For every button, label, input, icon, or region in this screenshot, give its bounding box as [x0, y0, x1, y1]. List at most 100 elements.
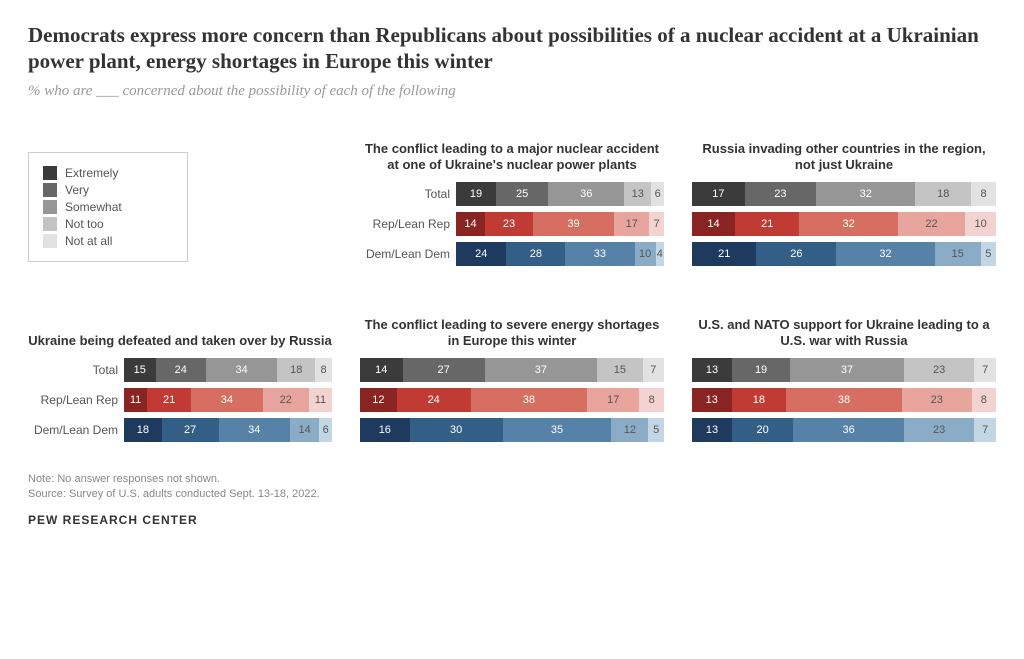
stacked-bar: 192536136 — [456, 182, 664, 206]
panel-title: U.S. and NATO support for Ukraine leadin… — [692, 300, 996, 350]
stacked-bar: 142339177 — [456, 212, 664, 236]
bar-segment: 15 — [935, 242, 981, 266]
bar-segment: 37 — [485, 358, 597, 382]
bar-segment: 32 — [836, 242, 934, 266]
stacked-bar: 242833104 — [456, 242, 664, 266]
bar-segment: 17 — [614, 212, 649, 236]
bar-segment: 23 — [485, 212, 533, 236]
bar-segment: 18 — [915, 182, 971, 206]
bar-segment: 30 — [410, 418, 503, 442]
bar-segment: 32 — [816, 182, 915, 206]
bar-segment: 18 — [732, 388, 787, 412]
legend-label: Very — [65, 183, 89, 197]
bar-segment: 5 — [981, 242, 996, 266]
chart-panel: Ukraine being defeated and taken over by… — [28, 300, 332, 448]
bar-segment: 14 — [360, 358, 403, 382]
bar-segment: 19 — [456, 182, 496, 206]
bar-row: 131838238 — [692, 388, 996, 412]
chart-panel: The conflict leading to severe energy sh… — [360, 300, 664, 448]
bar-segment: 11 — [309, 388, 332, 412]
bar-segment: 15 — [597, 358, 643, 382]
chart-grid: ExtremelyVerySomewhatNot tooNot at allTh… — [28, 124, 996, 448]
legend-label: Not too — [65, 217, 104, 231]
legend-swatch — [43, 217, 57, 231]
chart-subtitle: % who are ___ concerned about the possib… — [28, 83, 996, 100]
bar-segment: 7 — [974, 418, 995, 442]
org-name: PEW RESEARCH CENTER — [28, 512, 996, 529]
panel-title: The conflict leading to a major nuclear … — [360, 124, 664, 174]
legend-item: Somewhat — [43, 200, 173, 214]
bar-segment: 24 — [456, 242, 506, 266]
panel-title: The conflict leading to severe energy sh… — [360, 300, 664, 350]
bar-segment: 23 — [904, 358, 975, 382]
bar-segment: 34 — [206, 358, 277, 382]
panel-title: Ukraine being defeated and taken over by… — [28, 300, 332, 350]
bar-segment: 20 — [732, 418, 793, 442]
bar-segment: 7 — [643, 358, 664, 382]
bar-segment: 6 — [651, 182, 664, 206]
bar-segment: 4 — [656, 242, 664, 266]
chart-panel: U.S. and NATO support for Ukraine leadin… — [692, 300, 996, 448]
bar-segment: 22 — [898, 212, 966, 236]
bar-segment: 13 — [624, 182, 651, 206]
bar-segment: 8 — [315, 358, 332, 382]
bar-row: Rep/Lean Rep142339177 — [360, 212, 664, 236]
bar-segment: 13 — [692, 358, 732, 382]
bar-segment: 32 — [799, 212, 897, 236]
bar-segment: 14 — [456, 212, 485, 236]
bar-row: 131937237 — [692, 358, 996, 382]
bar-segment: 17 — [692, 182, 745, 206]
legend-label: Not at all — [65, 234, 112, 248]
bar-row: 163035125 — [360, 418, 664, 442]
chart-panel: Russia invading other countries in the r… — [692, 124, 996, 272]
bar-segment: 18 — [277, 358, 315, 382]
chart-panel: The conflict leading to a major nuclear … — [360, 124, 664, 272]
bar-segment: 34 — [191, 388, 262, 412]
stacked-bar: 131937237 — [692, 358, 996, 382]
stacked-bar: 182734146 — [124, 418, 332, 442]
bar-segment: 19 — [732, 358, 790, 382]
legend-swatch — [43, 234, 57, 248]
bar-segment: 21 — [692, 242, 756, 266]
stacked-bar: 1121342211 — [124, 388, 332, 412]
bar-segment: 7 — [974, 358, 995, 382]
legend-swatch — [43, 200, 57, 214]
bar-segment: 22 — [263, 388, 309, 412]
chart-title: Democrats express more concern than Repu… — [28, 22, 996, 75]
stacked-bar: 152434188 — [124, 358, 332, 382]
bar-segment: 37 — [790, 358, 904, 382]
bar-segment: 23 — [902, 388, 972, 412]
stacked-bar: 172332188 — [692, 182, 996, 206]
bar-segment: 38 — [471, 388, 588, 412]
bar-segment: 24 — [397, 388, 471, 412]
bar-segment: 8 — [639, 388, 664, 412]
bar-segment: 36 — [548, 182, 624, 206]
bar-segment: 6 — [319, 418, 332, 442]
bar-segment: 14 — [290, 418, 319, 442]
bar-segment: 35 — [503, 418, 612, 442]
stacked-bar: 131838238 — [692, 388, 996, 412]
bar-segment: 8 — [971, 182, 996, 206]
bar-segment: 11 — [124, 388, 147, 412]
bar-segment: 8 — [972, 388, 996, 412]
row-label: Total — [360, 187, 456, 201]
bar-segment: 24 — [156, 358, 206, 382]
stacked-bar: 1421322210 — [692, 212, 996, 236]
legend-cell: ExtremelyVerySomewhatNot tooNot at all — [28, 124, 332, 272]
stacked-bar: 142737157 — [360, 358, 664, 382]
stacked-bar: 163035125 — [360, 418, 664, 442]
bar-segment: 5 — [648, 418, 664, 442]
legend-box: ExtremelyVerySomewhatNot tooNot at all — [28, 152, 188, 262]
legend-item: Not at all — [43, 234, 173, 248]
bar-segment: 16 — [360, 418, 410, 442]
legend-item: Not too — [43, 217, 173, 231]
bar-segment: 7 — [649, 212, 664, 236]
stacked-bar: 132036237 — [692, 418, 996, 442]
row-label: Total — [28, 363, 124, 377]
bar-segment: 39 — [533, 212, 614, 236]
bar-row: 122438178 — [360, 388, 664, 412]
bar-row: 1421322210 — [692, 212, 996, 236]
bar-segment: 27 — [403, 358, 485, 382]
row-label: Rep/Lean Rep — [360, 217, 456, 231]
footnote: Note: No answer responses not shown. — [28, 472, 996, 487]
